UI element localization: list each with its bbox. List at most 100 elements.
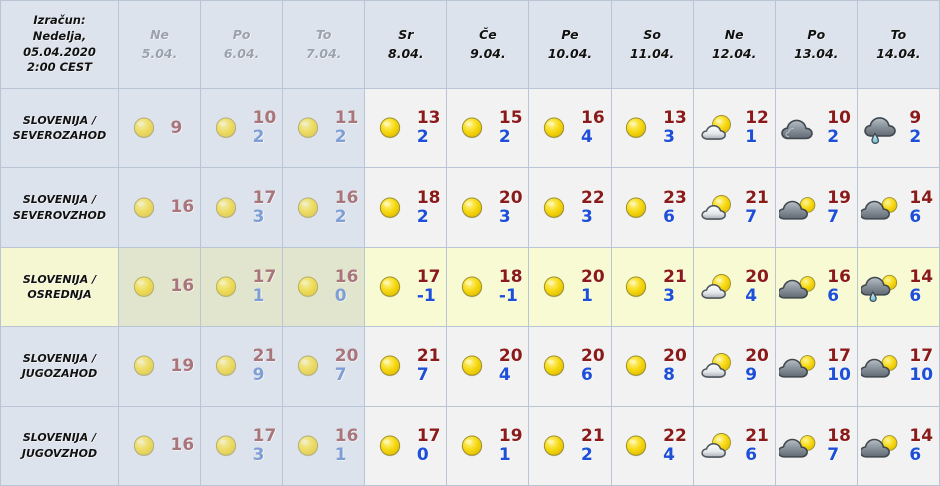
forecast-cell[interactable]: 10 2 (774, 87, 858, 169)
forecast-cell-content: 16 (119, 168, 200, 246)
forecast-cell[interactable]: 21 7 (692, 167, 776, 248)
region-label-line: SLOVENIJA / (22, 431, 97, 445)
forecast-cell[interactable]: 16 1 (282, 405, 366, 486)
day-date-label: 6.04. (223, 45, 260, 61)
day-column-header-sr-3: Sr 8.04. (364, 0, 448, 89)
max-temperature: 15 (498, 108, 523, 129)
temperature-pair: 21 2 (581, 426, 607, 465)
forecast-cell[interactable]: 16 6 (774, 246, 858, 328)
temperature-pair: 17 3 (253, 426, 279, 465)
forecast-cell[interactable]: 17 3 (200, 167, 284, 248)
max-temperature: 16 (581, 108, 605, 129)
forecast-cell[interactable]: 20 9 (692, 326, 776, 407)
forecast-cell[interactable]: 14 6 (856, 246, 940, 328)
forecast-cell[interactable]: 16 (117, 405, 202, 486)
max-temperature: 13 (663, 108, 687, 129)
forecast-cell[interactable]: 11 2 (282, 87, 366, 169)
temperature-pair: 17 -1 (416, 266, 443, 306)
region-label-line: SEVEROZAHOD (12, 129, 107, 143)
day-date-label: 10.04. (547, 45, 593, 61)
max-temperature: 17 (252, 187, 277, 208)
forecast-cell[interactable]: 17 10 (856, 326, 940, 407)
forecast-cell[interactable]: 20 6 (528, 326, 612, 407)
forecast-cell[interactable]: 14 6 (856, 167, 940, 248)
forecast-cell[interactable]: 22 4 (610, 405, 694, 486)
max-temperature: 9 (170, 117, 183, 138)
temperature-pair: 20 7 (335, 347, 361, 385)
cloud-icon (779, 111, 821, 145)
forecast-cell[interactable]: 20 4 (446, 326, 530, 407)
min-temperature: 7 (334, 365, 347, 386)
temperature-pair: 20 9 (745, 347, 771, 385)
region-label[interactable]: SLOVENIJA / SEVEROVZHOD (0, 167, 119, 248)
forecast-cell[interactable]: 13 2 (364, 87, 448, 169)
forecast-cell[interactable]: 20 8 (610, 326, 694, 407)
sun-behind-cloud-icon (697, 111, 739, 145)
forecast-cell-content: 21 6 (694, 407, 775, 485)
sun-behind-cloud-icon (697, 429, 739, 463)
forecast-cell[interactable]: 18 -1 (446, 246, 530, 328)
forecast-cell[interactable]: 21 6 (692, 405, 776, 486)
forecast-cell[interactable]: 17 1 (200, 246, 284, 328)
forecast-cell[interactable]: 20 3 (446, 167, 530, 248)
min-temperature: 7 (827, 444, 840, 465)
forecast-cell[interactable]: 21 9 (200, 326, 284, 407)
max-temperature: 14 (909, 425, 934, 446)
forecast-cell[interactable]: 18 2 (364, 167, 448, 248)
forecast-cell[interactable]: 21 7 (364, 326, 448, 407)
forecast-cell[interactable]: 17 10 (774, 326, 858, 407)
max-temperature: 21 (745, 187, 769, 208)
forecast-cell[interactable]: 16 4 (528, 87, 612, 169)
region-label-line: SLOVENIJA / (22, 272, 97, 286)
forecast-cell[interactable]: 17 -1 (364, 246, 448, 328)
min-temperature: 9 (252, 365, 265, 386)
min-temperature: -1 (416, 285, 436, 306)
region-row: SLOVENIJA / SEVEROVZHOD 16 17 3 16 2 18 2 20 3 22 3 2… (0, 167, 940, 248)
sun-icon (451, 429, 493, 463)
forecast-cell[interactable]: 19 7 (774, 167, 858, 248)
forecast-cell[interactable]: 20 4 (692, 246, 776, 328)
forecast-cell[interactable]: 16 0 (282, 246, 366, 328)
temperature-pair: 20 3 (499, 188, 525, 227)
region-label[interactable]: SLOVENIJA / SEVEROZAHOD (0, 87, 119, 169)
forecast-cell[interactable]: 16 (117, 167, 202, 248)
region-label[interactable]: SLOVENIJA / JUGOZAHOD (0, 326, 119, 407)
forecast-cell[interactable]: 16 2 (282, 167, 366, 248)
forecast-cell[interactable]: 19 1 (446, 405, 530, 486)
forecast-cell[interactable]: 12 1 (692, 87, 776, 169)
region-label[interactable]: SLOVENIJA / JUGOVZHOD (0, 405, 119, 486)
forecast-cell[interactable]: 23 6 (610, 167, 694, 248)
forecast-cell[interactable]: 9 (117, 87, 202, 169)
region-label[interactable]: SLOVENIJA / OSREDNJA (0, 246, 119, 328)
forecast-cell[interactable]: 21 3 (610, 246, 694, 328)
forecast-cell[interactable]: 17 0 (364, 405, 448, 486)
cloud-with-sun-icon (861, 191, 903, 225)
forecast-cell[interactable]: 22 3 (528, 167, 612, 248)
forecast-cell[interactable]: 16 (117, 246, 202, 328)
max-temperature: 21 (416, 346, 441, 367)
forecast-cell[interactable]: 20 1 (528, 246, 612, 328)
forecast-cell[interactable]: 10 2 (200, 87, 284, 169)
forecast-cell[interactable]: 18 7 (774, 405, 858, 486)
temperature-pair: 22 4 (663, 426, 689, 465)
sun-icon (369, 429, 411, 463)
forecast-cell[interactable]: 13 3 (610, 87, 694, 169)
sun-icon (615, 349, 657, 383)
max-temperature: 17 (416, 266, 441, 287)
day-column-header-če-4: Če 9.04. (446, 0, 530, 89)
forecast-cell[interactable]: 19 (117, 326, 202, 407)
forecast-cell[interactable]: 20 7 (282, 326, 366, 407)
max-temperature: 18 (416, 187, 441, 208)
max-temperature: 19 (498, 425, 523, 446)
forecast-cell[interactable]: 21 2 (528, 405, 612, 486)
forecast-cell[interactable]: 15 2 (446, 87, 530, 169)
day-column-header-ne-0: Ne 5.04. (117, 0, 202, 89)
min-temperature: 9 (745, 365, 758, 386)
min-temperature: 7 (745, 206, 758, 227)
forecast-cell[interactable]: 17 3 (200, 405, 284, 486)
min-temperature: 4 (498, 365, 511, 386)
sun-icon (123, 191, 165, 225)
forecast-cell[interactable]: 14 6 (856, 405, 940, 486)
